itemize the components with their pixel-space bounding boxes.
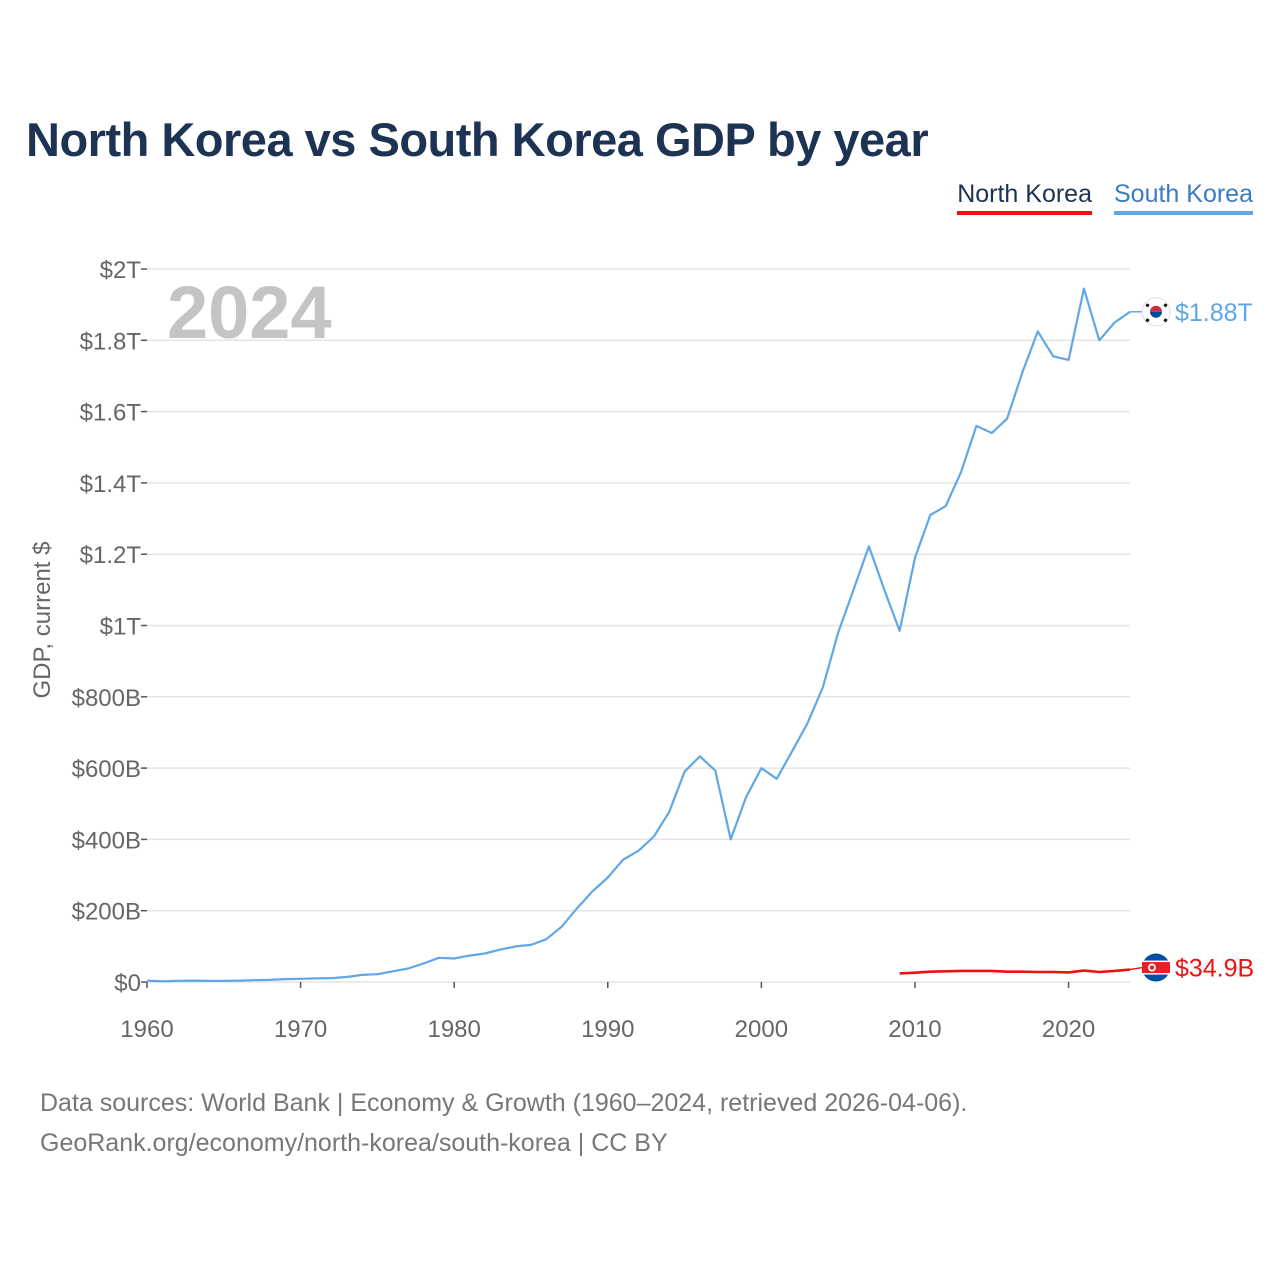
series-lines [146,287,1131,983]
grid-lines [147,268,1130,983]
legend-item-south-korea[interactable]: South Korea [1114,180,1253,215]
x-tick-label: 2000 [735,1016,788,1043]
gdp-line-chart: 2024 GDP, current $ $0 $200B $400B $600B $80… [29,257,1254,1043]
legend-item-north-korea[interactable]: North Korea [957,180,1092,215]
y-tick-label: $600B [72,756,141,783]
end-label-connector [1129,966,1143,971]
x-tick-label: 2010 [888,1016,941,1043]
footer-sources: Data sources: World Bank | Economy & Gro… [40,1089,968,1117]
y-tick-label: $800B [72,685,141,712]
y-tick-label: $1.6T [80,400,142,427]
y-tick-label: $400B [72,827,141,854]
end-label-south-korea: $1.88T [1175,299,1253,327]
series-line-south-korea [146,287,1131,983]
x-tick-label: 1960 [120,1016,173,1043]
x-tick-label: 1970 [274,1016,327,1043]
y-tick-label: $1T [100,614,142,641]
chart-title: North Korea vs South Korea GDP by year [26,113,929,166]
y-tick-label: $1.4T [80,471,142,498]
y-axis-label: GDP, current $ [29,542,56,699]
x-tick-label: 1980 [427,1016,480,1043]
year-watermark: 2024 [167,271,332,354]
footer-attribution[interactable]: GeoRank.org/economy/north-korea/south-ko… [40,1129,668,1157]
x-tick-label: 1990 [581,1016,634,1043]
y-tick-label: $1.2T [80,542,142,569]
north-korea-flag-icon [1142,953,1170,982]
south-korea-flag-icon [1141,297,1171,327]
y-tick-label: $200B [72,899,141,926]
x-axis-ticks: 1960 1970 1980 1990 2000 2010 2020 [120,982,1095,1043]
y-tick-label: $0 [114,970,141,997]
y-axis-ticks: $0 $200B $400B $600B $800B $1T $1.2T $1.4T $1.6T… [72,257,147,997]
end-labels: $1.88T $34.9B [1129,297,1254,983]
end-label-north-korea: $34.9B [1175,955,1254,983]
y-tick-label: $1.8T [80,328,142,355]
series-line-north-korea [899,968,1131,975]
legend: North Korea South Korea [957,180,1253,215]
x-tick-label: 2020 [1042,1016,1095,1043]
y-tick-label: $2T [100,257,142,284]
footer: Data sources: World Bank | Economy & Gro… [40,1083,967,1163]
